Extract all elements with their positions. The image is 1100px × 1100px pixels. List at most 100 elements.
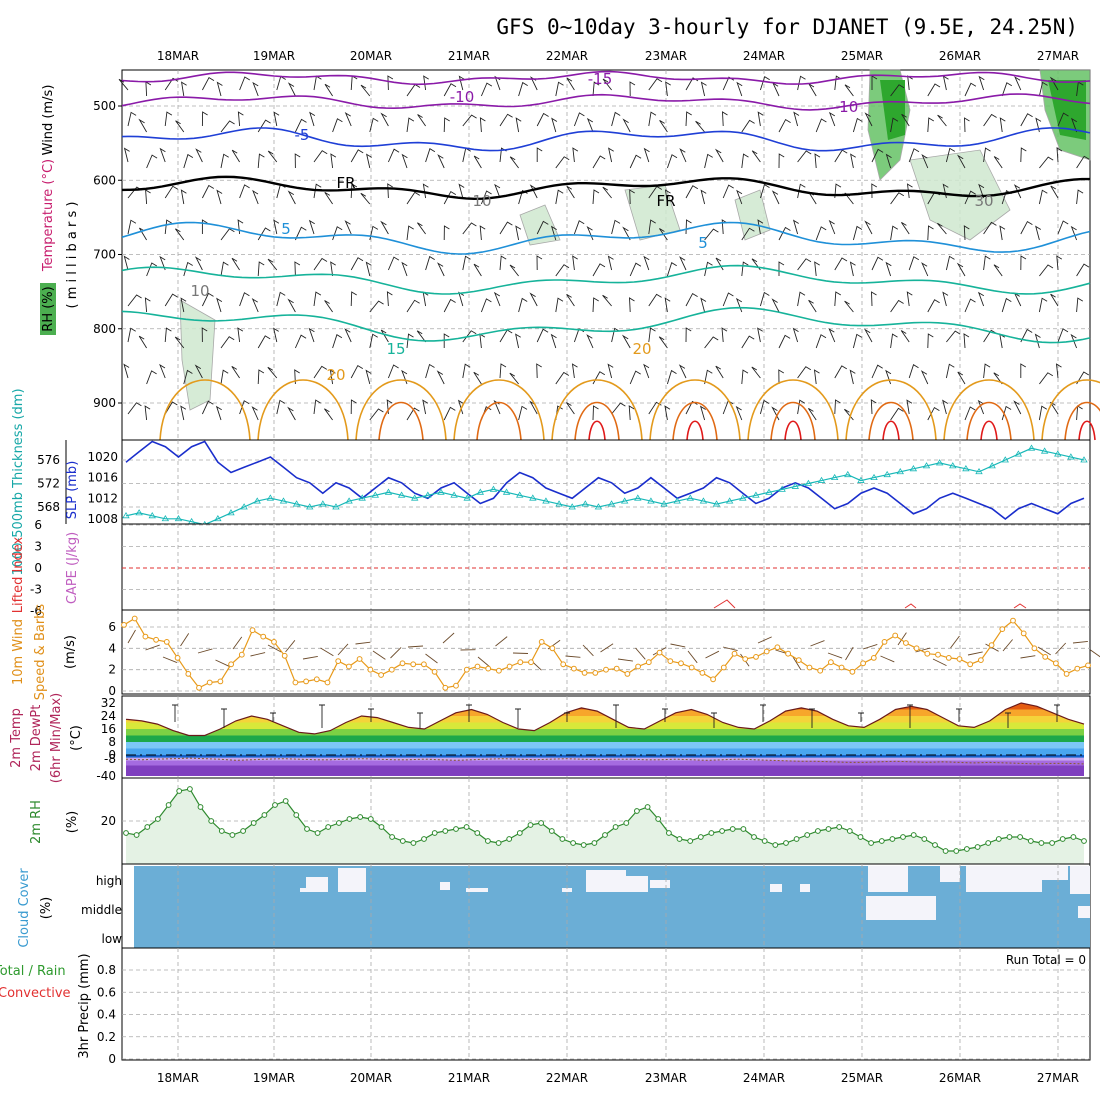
wind-barb	[771, 298, 780, 313]
wind-barb	[443, 406, 456, 421]
thickness-marker	[896, 467, 904, 475]
minmax-bar	[1005, 712, 1011, 728]
wind10-panel: 0 2 4 6	[108, 609, 1100, 698]
wind-barb	[937, 222, 947, 235]
wind10-marker	[849, 668, 856, 675]
wind-barb	[592, 155, 606, 169]
wind-barb	[308, 219, 315, 235]
bottom-date-24MAR: 24MAR	[743, 1071, 785, 1085]
wind10-marker	[324, 679, 331, 686]
wind-barb	[515, 117, 522, 133]
temp2m-band	[126, 742, 1084, 749]
thickness-marker	[857, 476, 865, 483]
wind10-barb	[267, 644, 282, 653]
rh2m-marker	[1017, 834, 1023, 840]
wind-barb	[201, 184, 215, 199]
contour-plus25	[770, 401, 816, 441]
wind-barb	[127, 402, 142, 415]
wind10-marker	[624, 671, 631, 677]
rh2m-marker	[229, 832, 236, 838]
wind-barb	[237, 219, 244, 235]
wind-barb	[963, 225, 970, 241]
rh2m-marker	[815, 828, 821, 834]
wind-barb	[425, 255, 435, 271]
wind-barb	[695, 120, 705, 133]
wind10-marker	[463, 666, 470, 673]
rh2m-marker	[474, 830, 481, 836]
wind-barb	[252, 189, 259, 205]
wind10-marker	[1053, 660, 1059, 667]
wind-barb	[1076, 189, 1084, 205]
wind10-frame	[121, 609, 1091, 695]
wind-barb	[1038, 405, 1048, 421]
bottom-date-25MAR: 25MAR	[841, 1071, 883, 1085]
wind-barb	[629, 370, 641, 385]
wind-barb	[443, 333, 450, 348]
wind-barb	[387, 364, 399, 379]
wind-barb	[797, 183, 806, 199]
wind-barb	[906, 399, 913, 415]
thickness-marker	[975, 467, 983, 475]
wind-barb	[808, 408, 817, 421]
wind-barb	[332, 118, 343, 133]
wind-barb	[1038, 297, 1048, 313]
wind-barb	[138, 335, 147, 349]
wind-barb	[330, 261, 336, 277]
wind10-marker	[238, 651, 245, 658]
wind-barb	[648, 78, 663, 91]
lifted-cape-panel: 6 3 0 -3 -6	[30, 518, 1091, 618]
wind-barb	[1039, 264, 1054, 277]
wind10-marker	[774, 644, 781, 651]
wind10-barb	[1037, 646, 1051, 656]
minmax-label: (6hr Min/Max)	[49, 693, 64, 783]
wind-barb	[159, 147, 166, 163]
thickness-marker	[411, 494, 419, 501]
wind-barb	[828, 219, 836, 235]
wind10-marker	[153, 636, 160, 643]
wind-barb	[123, 147, 130, 163]
wind10-marker	[260, 633, 267, 640]
wind10-marker	[217, 678, 224, 685]
rh2m-marker	[666, 830, 672, 836]
wind-barb	[885, 261, 892, 277]
wind-barb	[406, 299, 420, 313]
wind-barb	[425, 363, 435, 379]
wind-barb	[721, 327, 728, 343]
wind-barb	[850, 153, 856, 169]
wind-barb	[369, 333, 378, 349]
rh2m-marker	[389, 834, 396, 840]
wind-barb	[659, 228, 668, 241]
wind-barb	[220, 336, 235, 349]
wind-barb	[1013, 400, 1022, 415]
wind-barb	[834, 399, 841, 415]
rh2m-marker	[123, 830, 129, 836]
temp2m-tick: 8	[108, 735, 116, 749]
wind-barb	[999, 225, 1006, 241]
cloud-gap	[562, 888, 572, 892]
rh2m-marker	[1049, 840, 1055, 846]
thickness-marker	[817, 476, 826, 483]
rh2m-marker	[974, 844, 981, 850]
rh-area	[734, 189, 771, 241]
wind-axis-label: Wind (m/s)	[41, 85, 56, 156]
wind-barb	[332, 334, 343, 349]
minmax-bar	[858, 712, 864, 722]
wind-barb	[1020, 220, 1033, 235]
wind-barb	[643, 255, 650, 271]
rh-area	[519, 204, 561, 246]
wind10-barb	[372, 650, 386, 660]
wind-barb	[956, 154, 966, 169]
wind-barb	[144, 297, 151, 313]
thickness-marker	[489, 485, 498, 492]
wind-barb	[586, 334, 594, 349]
wind-barb	[425, 148, 436, 163]
wind-barb	[536, 328, 549, 343]
upper-air-side-labels: Wind (m/s) Temperature (°C) RH (%) ( m i…	[40, 85, 80, 335]
wind-barb	[871, 291, 877, 307]
wind-barb	[942, 291, 949, 307]
wind-barb	[215, 405, 222, 421]
thickness-marker	[1014, 450, 1023, 457]
wind-barb	[1035, 225, 1042, 241]
wind-barb	[380, 329, 389, 343]
